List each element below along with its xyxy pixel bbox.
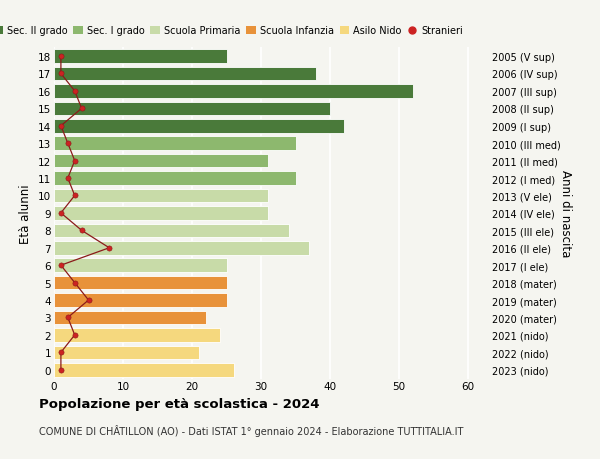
Point [70,331,80,339]
Bar [54,276,227,290]
Point [56,210,66,217]
Bar [54,224,289,238]
Point [56,53,66,61]
Point [77,106,86,113]
Point [70,192,80,200]
Point [56,123,66,130]
Point [63,175,73,182]
Point [77,227,86,235]
Bar [54,120,344,133]
Bar [54,189,268,203]
Bar [54,155,268,168]
Point [84,297,94,304]
Text: Popolazione per età scolastica - 2024: Popolazione per età scolastica - 2024 [39,397,320,410]
Bar [54,172,296,185]
Bar [54,50,227,64]
Bar [54,241,310,255]
Bar [54,311,206,325]
Bar [54,85,413,99]
Bar [54,102,330,116]
Y-axis label: Età alunni: Età alunni [19,184,32,243]
Point [63,140,73,147]
Point [56,349,66,356]
Text: COMUNE DI CHÂTILLON (AO) - Dati ISTAT 1° gennaio 2024 - Elaborazione TUTTITALIA.: COMUNE DI CHÂTILLON (AO) - Dati ISTAT 1°… [39,425,463,437]
Bar [54,137,296,151]
Point [70,88,80,95]
Y-axis label: Anni di nascita: Anni di nascita [559,170,572,257]
Legend: Sec. II grado, Sec. I grado, Scuola Primaria, Scuola Infanzia, Asilo Nido, Stran: Sec. II grado, Sec. I grado, Scuola Prim… [0,22,467,40]
Bar [54,346,199,359]
Point [104,245,114,252]
Point [56,366,66,374]
Bar [54,363,233,377]
Bar [54,207,268,220]
Bar [54,294,227,307]
Bar [54,328,220,342]
Bar [54,67,316,81]
Point [70,157,80,165]
Point [63,314,73,321]
Point [70,280,80,287]
Bar [54,259,227,272]
Point [56,71,66,78]
Point [56,262,66,269]
